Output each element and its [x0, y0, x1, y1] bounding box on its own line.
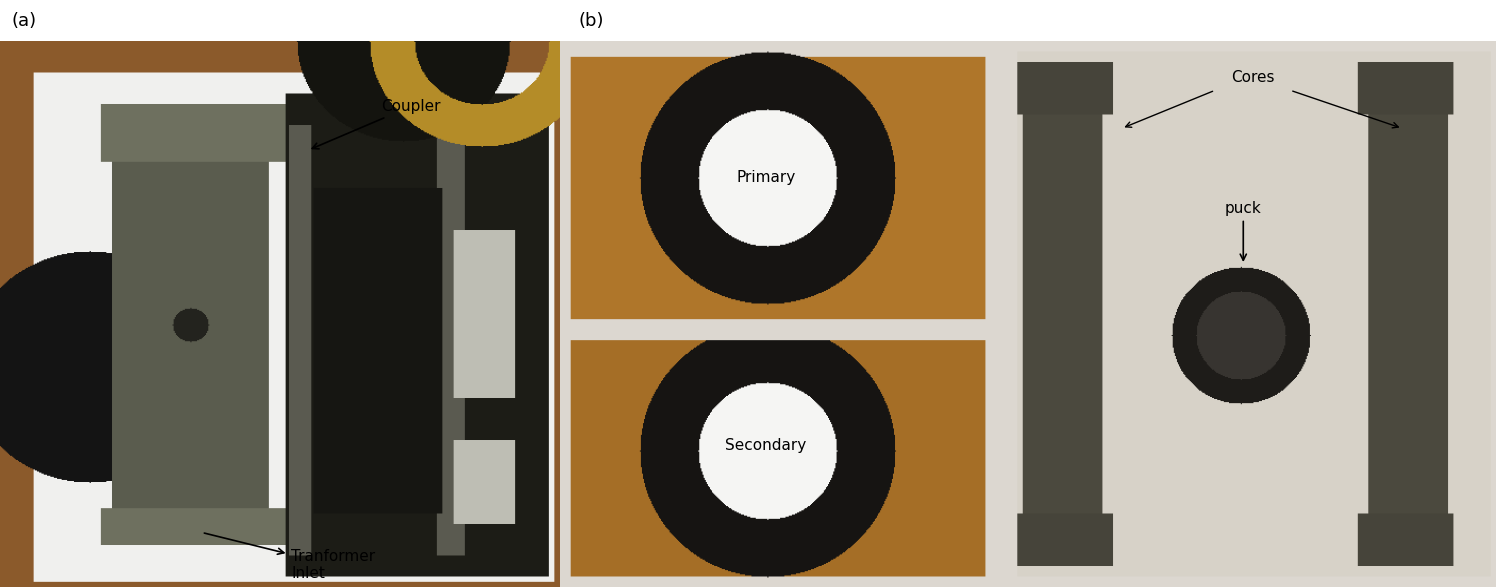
Text: Tranformer
Inlet: Tranformer Inlet: [205, 533, 375, 581]
Text: Cores: Cores: [1231, 70, 1275, 85]
Text: Primary: Primary: [736, 170, 796, 185]
Text: (a): (a): [10, 12, 36, 29]
Text: puck: puck: [1225, 201, 1261, 260]
Text: Secondary: Secondary: [726, 437, 806, 453]
Text: (b): (b): [579, 12, 604, 29]
Text: Coupler: Coupler: [313, 99, 440, 149]
